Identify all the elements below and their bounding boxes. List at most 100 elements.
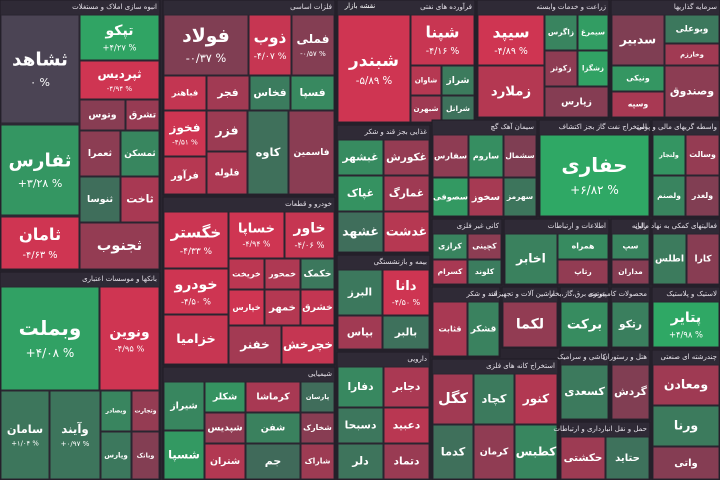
tile [577,50,609,87]
sector-title: بیمه و بازنشستگی [374,257,427,266]
tile [206,151,248,195]
tile-label: زپارس [561,97,592,108]
tile-label: کچاد [482,392,507,406]
tile-label: غبشهر [342,152,379,164]
tile [383,443,430,480]
tile-label: حکشتی [564,452,603,464]
sector-title: کانی غیر فلزی [457,222,500,230]
chart-title: نقشه بازار [344,2,376,10]
tile [337,139,384,176]
tile [432,134,469,178]
tile [79,222,160,270]
tile-label: شاراک [305,457,331,466]
tile [432,233,468,260]
tile [383,139,430,176]
tile [264,289,301,326]
tile [100,431,132,480]
tile [228,325,282,365]
tile [163,75,207,111]
tile-value: +۴/۰۸ % [26,346,75,360]
tile-label: رتکو [618,319,642,331]
tile [290,75,335,111]
tile-label: مداران [618,267,643,276]
tile [503,177,537,217]
tile-label: شتران [210,456,240,467]
tile-label: لکما [516,317,544,333]
tile [120,176,160,223]
tile-value: -۴/۹۴ % [243,240,271,249]
tile-label: فخوز [169,121,201,136]
tile [432,373,474,425]
tile-label: شرانل [446,104,470,113]
tile [131,431,160,480]
tile [337,443,384,480]
tile-label: زشگزا [582,64,604,73]
tile-label: غدشت [386,224,427,239]
tile-label: خودرو [173,277,217,293]
tile [502,301,558,348]
tile-label: وتوس [88,110,116,121]
tile [467,259,502,285]
tile-label: کچینی [472,242,497,251]
tile [163,268,229,315]
tile [410,65,442,96]
tile [206,110,248,152]
tile-label: خپارس [232,302,260,313]
tile-label: کاوه [256,145,281,159]
sector-title: دارویی [407,355,427,363]
tile-label: بالبر [394,327,417,339]
tile-label: اطلس [655,254,684,265]
tile [337,407,384,444]
tile [652,233,687,285]
tile-label: شکلر [212,392,237,403]
tile-label: سهرمز [506,192,533,201]
tile-label: دجابر [392,381,421,393]
sector-title: هتل و رستوران [603,353,648,361]
tile-value: +۳/۲۸ % [18,177,63,190]
tile-label: برکت [567,318,602,333]
sector-title: بانکها و موسسات اعتباری [82,275,157,283]
tile-label: شپنا [426,23,460,42]
tile-label: کرازی [438,242,462,251]
tile-label: وبانک [137,452,155,460]
tile [611,301,650,348]
tile-label: ولغدر [691,191,713,200]
tile [686,233,720,285]
sector-title: فعالیتهای کمکی به نهاد مالی [635,222,717,230]
tile-label: ونوین [109,324,149,340]
tile [300,258,335,290]
tile [284,211,335,259]
tile-label: حفاری [561,153,627,177]
tile [544,14,578,51]
tile-value: +۴/۲۷ % [103,43,137,53]
tile [652,175,686,217]
tile-label: خچرخش [283,338,333,353]
sector-title: سرمایه گذاریها [674,2,717,11]
tile-label: فولاد [182,26,230,47]
tile [611,233,650,260]
tile [560,301,609,348]
tile [467,301,500,357]
tile [477,14,545,66]
tile-label: فملی [297,32,330,46]
tile-label: کنور [522,392,549,407]
tile [514,373,558,425]
tile-label: وسپه [628,100,649,109]
tile [611,259,650,285]
tile-label: وسالت [689,150,716,159]
tile-label: بپاس [347,327,373,339]
tile [163,314,229,365]
tile-value: -۰/۵۷ % [300,49,326,58]
tile [383,366,430,408]
tile [248,14,292,76]
tile-label: کطبس [516,445,557,459]
tile-label: ذوب [254,29,287,47]
tile [0,286,100,391]
tile [288,110,335,195]
tile-value: -۴/۹۵ % [115,343,145,353]
tile-value: -۴/۵۰ % [392,298,421,307]
tile-label: کسرام [438,267,463,276]
tile-label: فخاس [253,87,286,99]
tile-label: قثابت [439,325,462,334]
tile [611,14,665,66]
